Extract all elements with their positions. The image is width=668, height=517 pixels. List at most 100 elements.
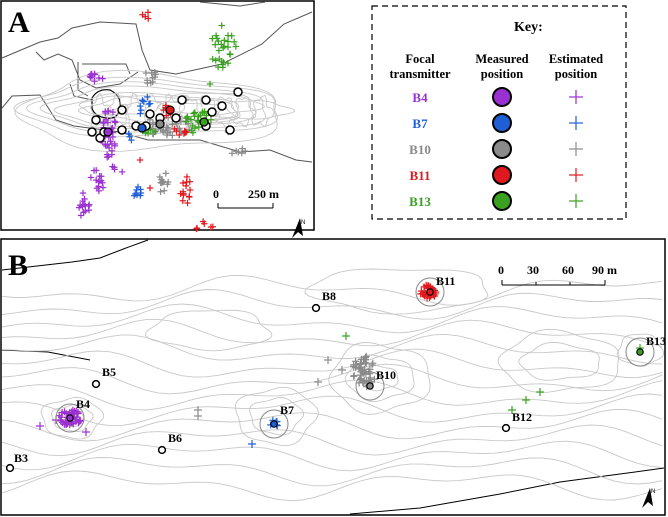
b13-estimate-cross <box>187 116 195 123</box>
b7-estimate-cross <box>137 106 145 114</box>
b11-estimate-cross <box>180 191 187 199</box>
legend-col-estimated-2: position <box>555 67 597 81</box>
legend-col-focal-2: transmitter <box>389 67 451 81</box>
b13-estimate-cross <box>209 55 216 63</box>
b4-estimate-cross <box>100 119 107 126</box>
legend-measured-swatch <box>492 191 512 211</box>
panel-b-contour-line <box>1 333 663 365</box>
panel-b-contour-line <box>1 424 663 457</box>
panel-a-contour-line <box>232 95 257 128</box>
b10-estimate-cross <box>151 69 158 76</box>
station-label-b8: B8 <box>322 289 336 303</box>
receiver-circle <box>501 423 511 433</box>
legend-col-measured-2: position <box>481 67 523 81</box>
legend-measured-swatch <box>492 113 512 133</box>
receiver-circle <box>233 87 243 97</box>
b13-estimate-cross <box>231 38 238 46</box>
b7-estimate-cross <box>144 93 151 101</box>
station-label-b12: B12 <box>512 410 532 424</box>
receiver-circle <box>171 113 181 123</box>
b11-estimate-cross <box>186 193 193 200</box>
panel-b-contour-line <box>145 309 273 352</box>
estimated-position-cross <box>338 366 346 374</box>
b13-estimate-cross <box>144 130 152 137</box>
panel-b-contour-line <box>497 328 620 393</box>
station-label-b3: B3 <box>14 451 28 465</box>
panel-a-scale-bar: 0 250 m <box>213 187 279 209</box>
legend-row-label: B4 <box>412 90 428 105</box>
panel-a-contour-line <box>53 91 241 127</box>
b13-estimate-cross <box>218 57 225 65</box>
panel-b-scale-bar: 0 30 60 90 m <box>498 263 617 286</box>
measured-position-circle <box>199 117 209 127</box>
b10-estimate-cross <box>162 170 170 177</box>
legend-col-estimated-1: Estimated <box>549 52 603 66</box>
b13-estimate-cross <box>214 63 222 71</box>
b4-estimate-cross <box>108 147 116 154</box>
panel-b-contour-line <box>1 470 663 502</box>
panel-b-contour-line <box>1 274 663 306</box>
panel-a-estimated-positions <box>75 9 249 233</box>
b11-estimate-cross <box>182 129 190 136</box>
b13-estimate-cross <box>227 51 234 58</box>
panel-b-contour-line <box>1 457 663 487</box>
b4-estimate-cross <box>103 154 111 161</box>
panel-b-contour-line <box>1 318 663 348</box>
b10-estimate-cross <box>239 145 246 152</box>
legend-measured-swatch <box>492 87 512 107</box>
b7-estimate-cross <box>137 186 144 193</box>
b4-estimate-cross <box>102 108 109 115</box>
estimated-position-cross <box>36 422 44 430</box>
b11-estimate-cross <box>163 112 170 119</box>
panel-a-contour-line <box>215 96 239 129</box>
b10-estimate-cross <box>156 173 164 181</box>
panel-b-contour-line <box>1 303 663 334</box>
b4-estimate-cross <box>79 189 87 197</box>
b7-estimate-cross <box>130 192 138 199</box>
panel-b-scale-tick-0: 0 <box>498 263 504 277</box>
measured-position-circle <box>165 105 175 115</box>
estimated-position-cross <box>536 388 544 396</box>
receiver-circle <box>225 125 235 135</box>
b10-estimate-cross <box>352 364 360 372</box>
legend-title: Key: <box>514 20 543 35</box>
legend-row-label: B11 <box>410 168 431 183</box>
b4-estimate-cross <box>96 172 103 180</box>
b13-estimate-cross <box>188 127 195 134</box>
station-label-b13: B13 <box>646 334 666 348</box>
b4-estimate-cross <box>62 410 70 418</box>
b11-estimate-cross <box>420 290 428 298</box>
b4-estimate-cross <box>95 183 102 190</box>
panel-b-contour-line <box>328 342 431 415</box>
measured-position-circle <box>426 288 434 296</box>
legend-measured-swatch <box>492 139 512 159</box>
b13-estimate-cross <box>224 38 232 45</box>
legend-col-measured-1: Measured <box>475 52 528 66</box>
b4-estimate-cross <box>95 177 103 185</box>
measured-position-circle <box>155 119 165 129</box>
b4-estimate-cross <box>57 417 65 425</box>
b10-estimate-cross <box>235 148 242 156</box>
b4-estimate-cross <box>69 420 77 428</box>
panel-a-map: A 0 250 m N <box>0 0 315 238</box>
b10-estimate-cross <box>368 361 376 369</box>
b4-estimate-cross <box>87 71 95 78</box>
panel-a-north-arrow-icon: N <box>292 218 305 238</box>
b13-estimate-cross <box>215 37 222 45</box>
station-label-b4: B4 <box>76 397 90 411</box>
b4-estimate-cross <box>75 419 83 427</box>
b4-estimate-cross <box>60 421 68 429</box>
b4-estimate-cross <box>105 144 113 152</box>
receiver-circle <box>5 463 15 473</box>
b7-estimate-cross <box>140 98 147 105</box>
panel-b-contours <box>1 268 665 502</box>
station-label-b10: B10 <box>376 368 396 382</box>
estimated-position-cross <box>82 428 90 436</box>
receiver-circle <box>145 109 155 119</box>
b4-estimate-cross <box>107 138 114 145</box>
b10-estimate-cross <box>357 375 365 383</box>
legend-estimated-swatch <box>569 116 583 130</box>
b4-estimate-cross <box>111 118 118 125</box>
